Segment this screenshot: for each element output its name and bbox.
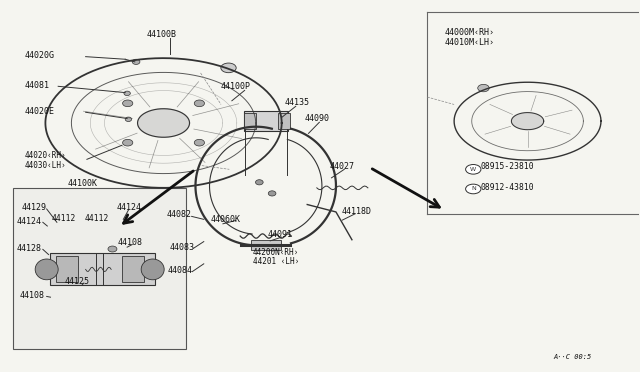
Ellipse shape — [141, 259, 164, 280]
Text: 44125: 44125 — [65, 277, 90, 286]
Ellipse shape — [268, 191, 276, 196]
Text: 44081: 44081 — [24, 81, 49, 90]
Text: 44112: 44112 — [85, 214, 109, 223]
Polygon shape — [138, 109, 189, 137]
Text: 44108: 44108 — [118, 238, 143, 247]
Text: 44020G: 44020G — [24, 51, 54, 60]
Ellipse shape — [35, 259, 58, 280]
Text: 44010M‹LH›: 44010M‹LH› — [445, 38, 495, 47]
Text: W: W — [470, 167, 476, 172]
Text: 44020‹RH›: 44020‹RH› — [25, 151, 67, 160]
Text: 44027: 44027 — [330, 162, 355, 171]
Text: 44100K: 44100K — [68, 179, 98, 187]
Ellipse shape — [123, 100, 133, 107]
Text: A··C 00:5: A··C 00:5 — [553, 354, 591, 360]
Text: 44108: 44108 — [20, 291, 45, 300]
Polygon shape — [511, 113, 544, 130]
Text: 44118D: 44118D — [341, 207, 371, 216]
Text: 44112: 44112 — [52, 214, 76, 223]
Text: N: N — [471, 186, 476, 192]
Text: 44135: 44135 — [285, 98, 310, 107]
Ellipse shape — [466, 184, 481, 194]
Text: 44124: 44124 — [17, 217, 42, 226]
Ellipse shape — [125, 117, 132, 122]
Text: 44200N‹RH›: 44200N‹RH› — [253, 248, 299, 257]
Text: 44030‹LH›: 44030‹LH› — [25, 161, 67, 170]
Text: 44128: 44128 — [17, 244, 42, 253]
Ellipse shape — [466, 164, 481, 174]
Text: 44091: 44091 — [268, 230, 292, 240]
Text: 44124: 44124 — [117, 203, 142, 212]
Text: 44100P: 44100P — [221, 82, 251, 91]
Ellipse shape — [132, 59, 140, 64]
Text: 44082: 44082 — [167, 211, 192, 219]
Bar — [13, 188, 186, 349]
Ellipse shape — [195, 140, 205, 146]
Text: 44129: 44129 — [21, 203, 46, 212]
Text: 44060K: 44060K — [210, 215, 240, 224]
Bar — [244, 113, 256, 129]
Text: 44020E: 44020E — [24, 107, 54, 116]
Ellipse shape — [123, 140, 133, 146]
Bar — [50, 253, 154, 285]
Bar — [251, 240, 281, 250]
Ellipse shape — [108, 246, 117, 252]
Bar — [56, 256, 77, 282]
Ellipse shape — [255, 180, 263, 185]
Text: 08915-23810: 08915-23810 — [481, 162, 534, 171]
Text: 44084: 44084 — [168, 266, 193, 275]
Ellipse shape — [124, 91, 131, 96]
Text: 44201 ‹LH›: 44201 ‹LH› — [253, 257, 299, 266]
Bar — [278, 113, 290, 129]
Bar — [244, 111, 287, 131]
Text: 44083: 44083 — [170, 243, 195, 251]
Text: 44000M‹RH›: 44000M‹RH› — [445, 28, 495, 37]
Text: 08912-43810: 08912-43810 — [481, 183, 534, 192]
Text: 44100B: 44100B — [147, 29, 176, 39]
Bar — [122, 256, 143, 282]
Text: 44090: 44090 — [305, 114, 330, 123]
Ellipse shape — [195, 100, 205, 107]
Ellipse shape — [477, 84, 489, 92]
Ellipse shape — [221, 63, 236, 73]
